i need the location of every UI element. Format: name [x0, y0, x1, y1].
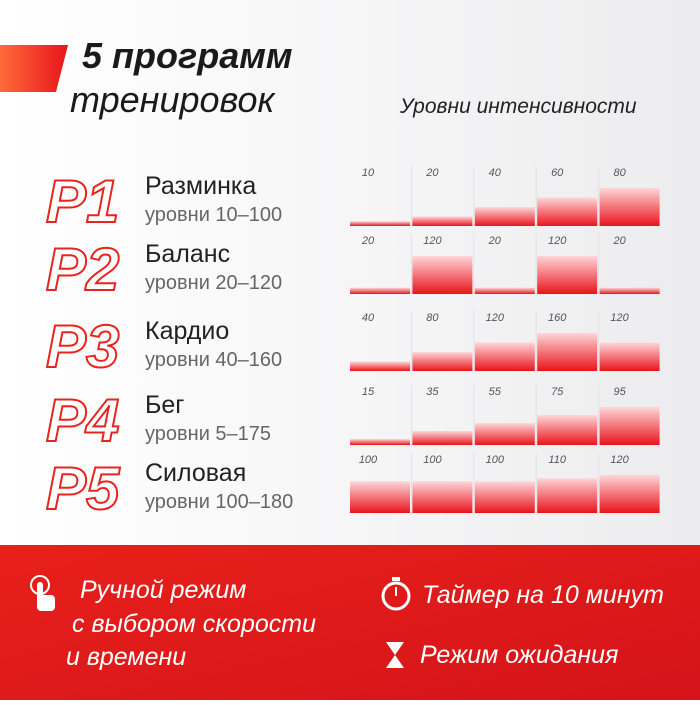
feature-text: и времени — [66, 643, 186, 671]
program-levels: уровни 40–160 — [145, 349, 282, 371]
program-code: P1 — [46, 168, 119, 235]
program-levels: уровни 100–180 — [145, 491, 293, 513]
bar — [474, 342, 535, 371]
bar — [474, 207, 535, 226]
bar — [537, 197, 598, 226]
chart-title: Уровни интенсивности — [399, 95, 637, 118]
bar — [599, 287, 660, 294]
value-label: 40 — [489, 167, 502, 179]
feature-text: Ручной режим — [80, 576, 246, 604]
bar — [474, 287, 535, 294]
value-label: 20 — [361, 235, 375, 247]
value-label: 120 — [610, 312, 629, 324]
bar — [350, 481, 410, 513]
program-name: Разминка — [145, 172, 256, 200]
value-label: 75 — [551, 386, 564, 398]
bar — [350, 221, 410, 226]
value-label: 120 — [423, 235, 442, 247]
bar — [350, 287, 410, 294]
bar — [412, 352, 473, 371]
timer-icon — [381, 577, 411, 611]
value-label: 20 — [488, 235, 502, 247]
bar — [412, 431, 473, 445]
value-label: 95 — [613, 386, 626, 398]
value-label: 120 — [548, 235, 567, 247]
value-label: 10 — [362, 167, 375, 179]
bar — [412, 256, 473, 294]
value-label: 35 — [426, 386, 439, 398]
value-label: 160 — [548, 312, 567, 324]
bar — [350, 439, 410, 445]
bar — [537, 415, 598, 445]
value-label: 100 — [423, 454, 442, 466]
value-label: 20 — [612, 235, 626, 247]
value-label: 15 — [362, 386, 375, 398]
footer — [0, 545, 700, 700]
value-label: 100 — [486, 454, 505, 466]
program-code: P2 — [46, 236, 119, 303]
value-label: 120 — [610, 454, 629, 466]
feature-text: с выбором скорости — [72, 610, 316, 638]
value-label: 60 — [551, 167, 564, 179]
title: 5 программ — [82, 35, 292, 76]
program-name: Баланс — [145, 240, 230, 268]
bar — [474, 423, 535, 445]
bar — [537, 256, 598, 294]
program-code: P4 — [46, 387, 119, 454]
program-name: Бег — [145, 391, 184, 419]
hand-icon — [30, 575, 55, 611]
bar — [412, 481, 473, 513]
bar — [537, 478, 598, 513]
value-label: 120 — [486, 312, 505, 324]
program-code: P3 — [46, 313, 119, 380]
value-label: 100 — [359, 454, 378, 466]
feature-text: Режим ожидания — [420, 641, 618, 669]
bar — [537, 333, 598, 371]
bar — [599, 342, 660, 371]
program-code: P5 — [46, 455, 121, 522]
value-label: 40 — [362, 312, 375, 324]
value-label: 55 — [489, 386, 502, 398]
title: тренировок — [70, 79, 277, 120]
bar — [599, 475, 660, 513]
bar — [412, 216, 473, 226]
program-levels: уровни 10–100 — [145, 204, 282, 226]
value-label: 20 — [425, 167, 439, 179]
program-name: Силовая — [145, 459, 246, 487]
value-label: 80 — [613, 167, 626, 179]
feature-text: Таймер на 10 минут — [422, 581, 664, 609]
program-name: Кардио — [145, 317, 229, 345]
bar — [474, 481, 535, 513]
accent — [0, 45, 68, 92]
bar — [599, 407, 660, 445]
bar — [599, 188, 660, 226]
value-label: 110 — [548, 454, 566, 466]
value-label: 80 — [426, 312, 439, 324]
bar — [350, 361, 410, 371]
hourglass-icon — [386, 642, 404, 668]
program-levels: уровни 5–175 — [145, 423, 271, 445]
program-levels: уровни 20–120 — [145, 272, 282, 294]
